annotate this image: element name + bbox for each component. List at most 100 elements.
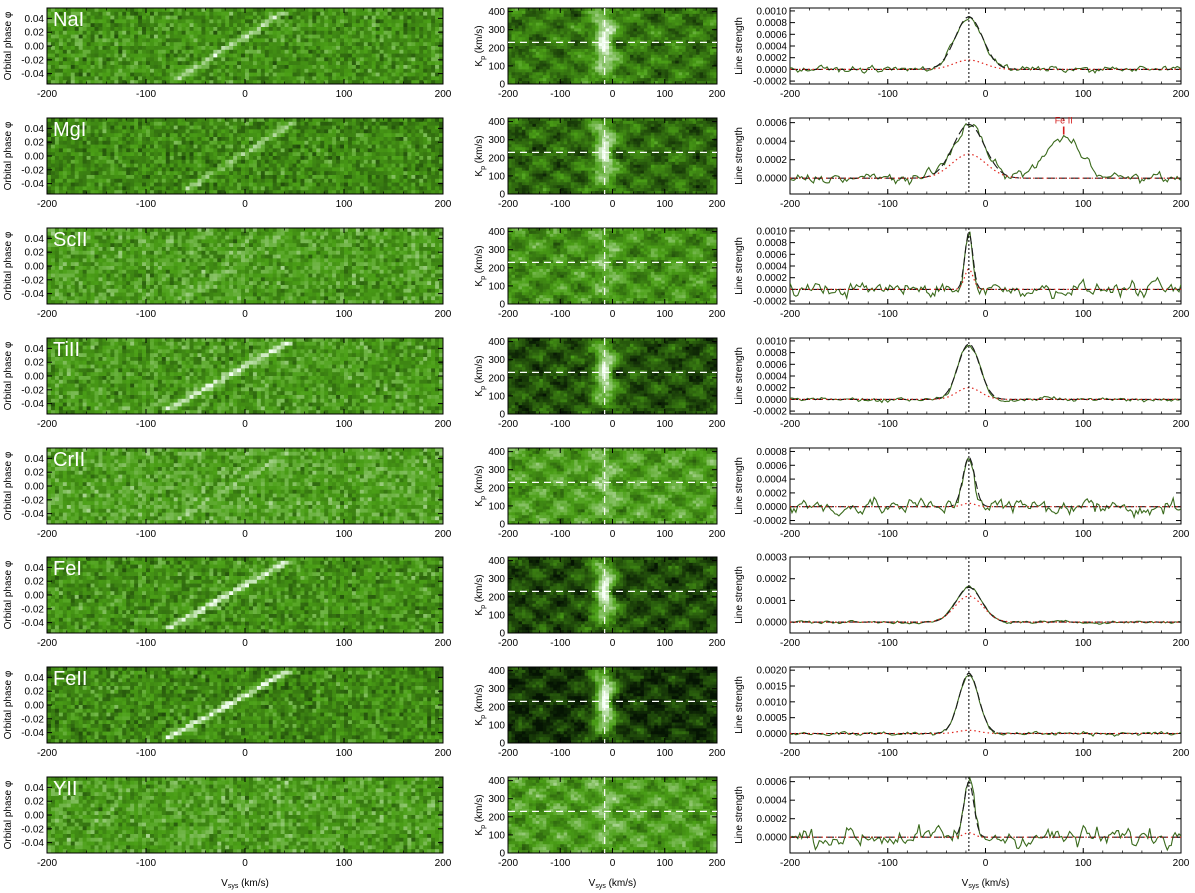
pixel <box>363 65 369 70</box>
pixel <box>213 49 218 54</box>
pixel <box>268 42 274 47</box>
pixel <box>193 53 198 58</box>
pixel <box>185 61 190 66</box>
pixel <box>399 118 404 123</box>
pixel <box>304 152 309 157</box>
pixel <box>118 129 123 134</box>
pixel <box>411 8 416 13</box>
pixel <box>78 167 84 172</box>
pixel <box>403 159 408 164</box>
pixel <box>173 137 179 142</box>
pixel <box>439 243 444 248</box>
pixel <box>138 125 143 130</box>
pixel <box>403 76 408 81</box>
pixel <box>78 171 84 176</box>
pixel <box>387 53 392 58</box>
pixel <box>423 163 428 168</box>
pixel <box>189 163 194 168</box>
pixel <box>375 68 381 73</box>
pixel <box>359 72 365 77</box>
pixel <box>173 239 179 244</box>
pixel <box>300 72 305 77</box>
pixel <box>98 140 103 145</box>
pixel <box>157 76 163 81</box>
pixel <box>237 163 242 168</box>
pixel <box>292 121 297 126</box>
pixel <box>181 175 186 180</box>
pixel <box>86 23 91 28</box>
pixel <box>169 11 175 16</box>
pixel <box>126 49 131 54</box>
pixel <box>142 182 147 187</box>
pixel <box>383 46 388 51</box>
pixel <box>50 137 56 142</box>
pixel <box>387 250 392 255</box>
pixel <box>411 190 416 195</box>
pixel <box>371 167 377 172</box>
pixel <box>205 23 210 28</box>
pixel <box>213 231 218 236</box>
pixel <box>98 57 103 62</box>
pixel <box>189 137 194 142</box>
pixel <box>383 175 388 180</box>
y-tick-label: 0.02 <box>25 138 45 149</box>
pixel <box>363 11 369 16</box>
pixel <box>351 239 357 244</box>
pixel <box>387 140 392 145</box>
pixel <box>439 171 444 176</box>
pixel <box>415 80 420 85</box>
pixel <box>272 144 278 149</box>
pixel <box>336 53 341 58</box>
pixel <box>181 125 186 130</box>
pixel <box>264 190 270 195</box>
pixel <box>359 68 365 73</box>
pixel <box>189 11 194 16</box>
pixel <box>201 19 206 24</box>
pixel <box>280 175 285 180</box>
pixel <box>165 8 171 13</box>
pixel <box>304 46 309 51</box>
pixel <box>90 68 95 73</box>
pixel <box>387 15 392 20</box>
pixel <box>276 175 282 180</box>
x-tick-label: 200 <box>435 89 452 100</box>
pixel <box>233 159 238 164</box>
pixel <box>359 27 365 32</box>
pixel <box>197 65 202 70</box>
pixel <box>324 144 329 149</box>
pixel <box>407 27 412 32</box>
pixel <box>371 140 377 145</box>
pixel <box>213 68 218 73</box>
pixel <box>70 152 76 157</box>
pixel <box>336 65 341 70</box>
pixel <box>332 148 337 153</box>
pixel <box>344 250 349 255</box>
pixel <box>157 140 163 145</box>
pixel <box>308 167 313 172</box>
pixel <box>399 76 404 81</box>
pixel <box>74 137 80 142</box>
pixel <box>225 38 230 43</box>
pixel <box>114 239 119 244</box>
pixel <box>403 243 408 248</box>
pixel <box>292 140 297 145</box>
pixel <box>292 34 297 39</box>
pixel <box>86 250 91 255</box>
pixel <box>149 8 155 13</box>
pixel <box>106 171 111 176</box>
pixel <box>383 140 388 145</box>
pixel <box>332 190 337 195</box>
pixel <box>90 182 95 187</box>
pixel <box>181 247 186 252</box>
pixel <box>399 42 404 47</box>
pixel <box>146 27 151 32</box>
pixel <box>312 57 317 62</box>
pixel <box>292 15 297 20</box>
pixel <box>379 186 384 191</box>
pixel <box>423 80 428 85</box>
pixel <box>165 125 171 130</box>
pixel <box>252 19 258 24</box>
pixel <box>296 156 301 161</box>
pixel <box>161 148 167 153</box>
pixel <box>304 121 309 126</box>
